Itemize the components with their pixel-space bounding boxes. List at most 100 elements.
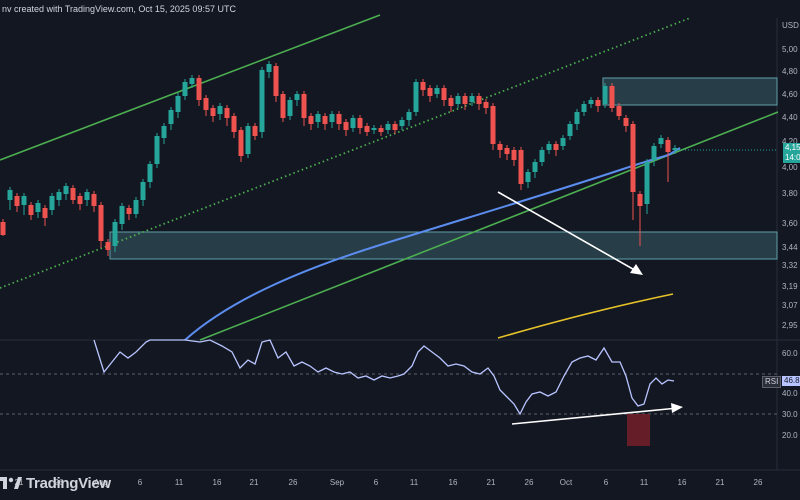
candle-body: [518, 150, 524, 184]
candle-body: [91, 194, 97, 206]
candle-body: [364, 126, 370, 132]
candle-body: [273, 66, 279, 96]
current-price-value: 4,15: [785, 143, 800, 152]
candle-body: [560, 138, 566, 146]
candle-body: [84, 192, 90, 200]
time-axis-label: 16: [212, 478, 222, 487]
candle-body: [63, 186, 69, 194]
price-axis-label: 4,40: [782, 113, 798, 122]
candle-body: [238, 130, 244, 156]
candle-body: [329, 114, 335, 122]
candle-body: [427, 88, 433, 96]
candle-body: [301, 94, 307, 118]
candle-body: [168, 110, 174, 124]
candle-body: [567, 124, 573, 136]
price-axis-label: 3,32: [782, 261, 798, 270]
moving-average-line: [184, 147, 681, 341]
candle-body: [140, 182, 146, 200]
price-axis-label: 4,00: [782, 163, 798, 172]
price-axis-label: 4,60: [782, 90, 798, 99]
candle-body: [616, 106, 622, 116]
channel-lower-line: [199, 111, 779, 341]
candle-body: [525, 172, 531, 182]
price-axis-label: 3,60: [782, 219, 798, 228]
time-axis-label: 16: [677, 478, 687, 487]
candle-body: [126, 208, 132, 214]
price-axis-label: 4,20: [782, 137, 798, 146]
price-axis-label: 2,95: [782, 321, 798, 330]
candle-body: [546, 144, 552, 150]
candle-body: [154, 136, 160, 164]
candle-body: [406, 112, 412, 120]
candle-body: [350, 118, 356, 128]
candle-body: [175, 96, 181, 112]
candle-body: [231, 116, 237, 132]
candle-body: [602, 86, 608, 104]
bearish-arrow-head: [630, 264, 643, 275]
candle-body: [203, 98, 209, 110]
time-axis-label: 6: [137, 478, 143, 487]
candle-body: [336, 114, 342, 124]
price-axis-label: 3,80: [782, 189, 798, 198]
candle-body: [56, 192, 62, 200]
time-axis-label: 11: [174, 478, 184, 487]
candle-body: [630, 124, 636, 192]
candle-body: [98, 205, 104, 241]
candle-body: [399, 120, 405, 126]
long-moving-average-line: [497, 293, 674, 339]
candle-body: [420, 82, 426, 90]
candle-body: [357, 118, 363, 128]
candle-body: [49, 196, 55, 210]
rsi-oversold-highlight: [627, 414, 650, 446]
channel-dotted-line: [0, 17, 691, 289]
bearish-arrow-line: [497, 191, 639, 273]
rsi-legend-label: RSI: [762, 376, 782, 388]
candle-body: [189, 78, 195, 84]
candle-body: [581, 104, 587, 112]
candle-body: [497, 144, 503, 150]
candle-body: [595, 100, 601, 106]
current-price-badge: 4,15 14:0: [783, 143, 800, 163]
candle-body: [42, 208, 48, 218]
candle-body: [658, 138, 664, 144]
candle-body: [532, 162, 538, 172]
rsi-value-badge: 46.8: [782, 376, 800, 386]
tradingview-logo[interactable]: TradingView: [0, 470, 111, 496]
candle-body: [511, 150, 517, 160]
candle-body: [672, 148, 678, 150]
rsi-divergence-arrow-line: [511, 407, 679, 425]
candle-body: [588, 100, 594, 104]
candle-body: [224, 108, 230, 118]
candle-body: [0, 222, 6, 235]
price-axis-label: 4,80: [782, 67, 798, 76]
candle-body: [35, 203, 41, 212]
candle-body: [539, 150, 545, 162]
candle-body: [308, 116, 314, 124]
candle-body: [294, 94, 300, 100]
candle-body: [448, 98, 454, 106]
time-axis-label: Aug: [93, 478, 109, 487]
candle-body: [651, 146, 657, 160]
channel-upper-line: [0, 14, 381, 161]
candle-body: [7, 190, 13, 200]
support-zone: [109, 231, 778, 260]
rsi-axis-label: 40.0: [782, 389, 798, 398]
candle-body: [245, 126, 251, 154]
candle-body: [161, 126, 167, 138]
candle-body: [483, 102, 489, 108]
tradingview-logo-text: TradingView: [26, 474, 111, 492]
candle-body: [322, 116, 328, 124]
time-axis-label: 26: [524, 478, 534, 487]
candle-body: [665, 140, 671, 152]
candle-body: [490, 106, 496, 144]
rsi-axis-label: 30.0: [782, 410, 798, 419]
candle-body: [371, 128, 377, 130]
time-axis-label: 21: [249, 478, 259, 487]
candle-body: [504, 148, 510, 154]
currency-label[interactable]: USD: [782, 21, 799, 30]
candle-body: [574, 112, 580, 124]
time-axis-label: 26: [54, 478, 64, 487]
rsi-axis-label: 60.0: [782, 349, 798, 358]
rsi-divergence-arrow-head: [671, 403, 683, 413]
